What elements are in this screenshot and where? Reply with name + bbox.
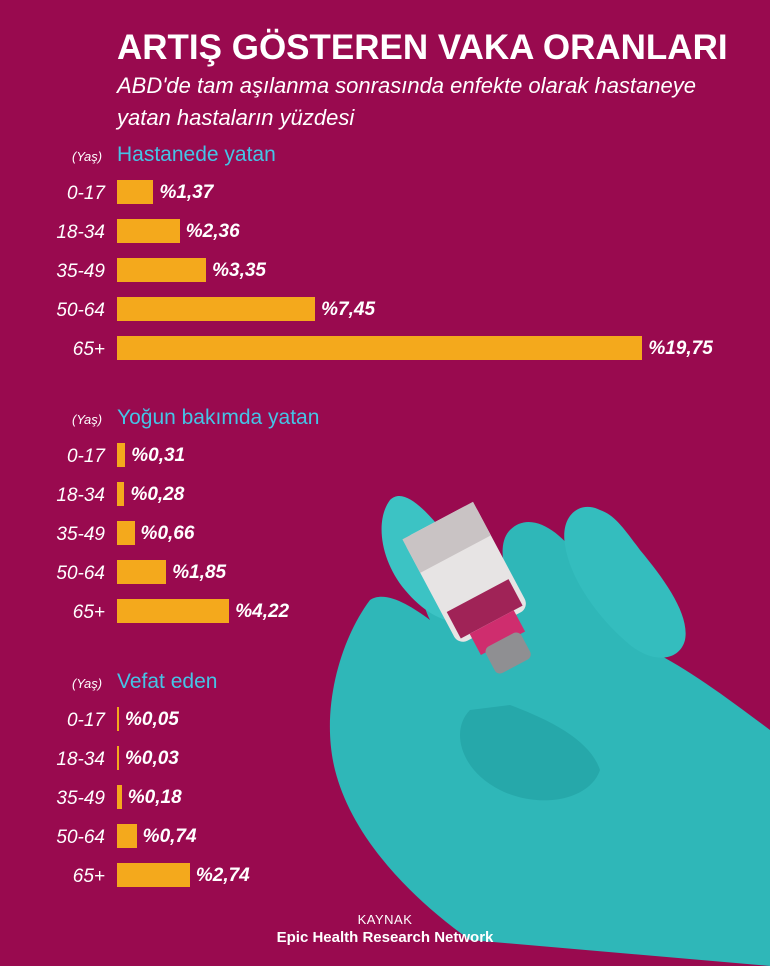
bar-row: 0-17 %0,31 [0,443,770,469]
page-title: ARTIŞ GÖSTEREN VAKA ORANLARI [117,28,728,67]
chart-title: Hastanede yatan [117,143,276,166]
source-label: KAYNAK [357,912,413,927]
source-block: KAYNAK Epic Health Research Network [265,912,505,946]
bar-row: 50-64 %1,85 [0,560,770,586]
bar-row: 50-64 %7,45 [0,297,770,323]
source-name: Epic Health Research Network [276,929,494,946]
bar-row: 18-34 %2,36 [0,219,770,245]
category-tick-label: 35-49 [56,788,105,809]
bar [117,824,137,848]
bar [117,180,154,204]
data-label: %2,36 [185,221,240,242]
data-label: %19,75 [648,338,713,359]
category-tick-label: 18-34 [56,749,105,770]
bar [117,336,643,360]
bar [117,482,125,506]
bar-row: 35-49 %3,35 [0,258,770,284]
bar [117,560,167,584]
bar-row: 65+ %4,22 [0,599,770,625]
bar-row: 65+ %19,75 [0,336,770,362]
bar-row: 50-64 %0,74 [0,824,770,850]
chart-title: Vefat eden [117,670,218,693]
category-tick-label: 65+ [72,339,105,360]
age-axis-label: (Yaş) [72,149,103,164]
bar [117,707,119,731]
category-tick-label: 0-17 [66,710,105,731]
category-tick-label: 65+ [72,602,105,623]
data-label: %2,74 [195,865,250,886]
bar [117,785,122,809]
data-label: %3,35 [212,260,266,281]
data-label: %4,22 [235,601,290,622]
bar [117,258,207,282]
bar [117,219,180,243]
vaccine-vial-icon [402,501,531,674]
category-tick-label: 35-49 [56,524,105,545]
category-tick-label: 35-49 [56,261,105,282]
bar [117,521,135,545]
bar [117,297,316,321]
bar [117,443,126,467]
age-axis-label: (Yaş) [72,676,103,691]
bar-row: 18-34 %0,03 [0,746,770,772]
category-tick-label: 18-34 [56,485,105,506]
bar-row: 0-17 %1,37 [0,180,770,206]
data-label: %0,05 [125,709,179,730]
bar-row: 65+ %2,74 [0,863,770,889]
bar [117,746,119,770]
chart-title: Yoğun bakımda yatan [117,406,320,429]
data-label: %0,74 [142,826,197,847]
bar-row: 18-34 %0,28 [0,482,770,508]
category-tick-label: 0-17 [66,183,105,204]
gloved-hand-syringe-illustration [329,495,770,966]
category-tick-label: 50-64 [56,827,105,848]
data-label: %0,28 [130,484,185,505]
data-label: %0,18 [127,787,182,808]
data-label: %0,03 [125,748,179,769]
category-tick-label: 50-64 [56,563,105,584]
category-tick-label: 18-34 [56,222,105,243]
bar-row: 35-49 %0,66 [0,521,770,547]
bar [117,599,230,623]
data-label: %7,45 [321,299,376,320]
age-axis-label: (Yaş) [72,412,103,427]
category-tick-label: 65+ [72,866,105,887]
category-tick-label: 0-17 [66,446,105,467]
bar-row: 0-17 %0,05 [0,707,770,733]
data-label: %1,85 [172,562,227,583]
data-label: %0,66 [140,523,195,544]
category-tick-label: 50-64 [56,300,105,321]
data-label: %1,37 [159,182,214,203]
data-label: %0,31 [131,445,186,466]
bar-row: 35-49 %0,18 [0,785,770,811]
bar [117,863,190,887]
page-subtitle: ABD'de tam aşılanma sonrasında enfekte o… [117,73,696,130]
